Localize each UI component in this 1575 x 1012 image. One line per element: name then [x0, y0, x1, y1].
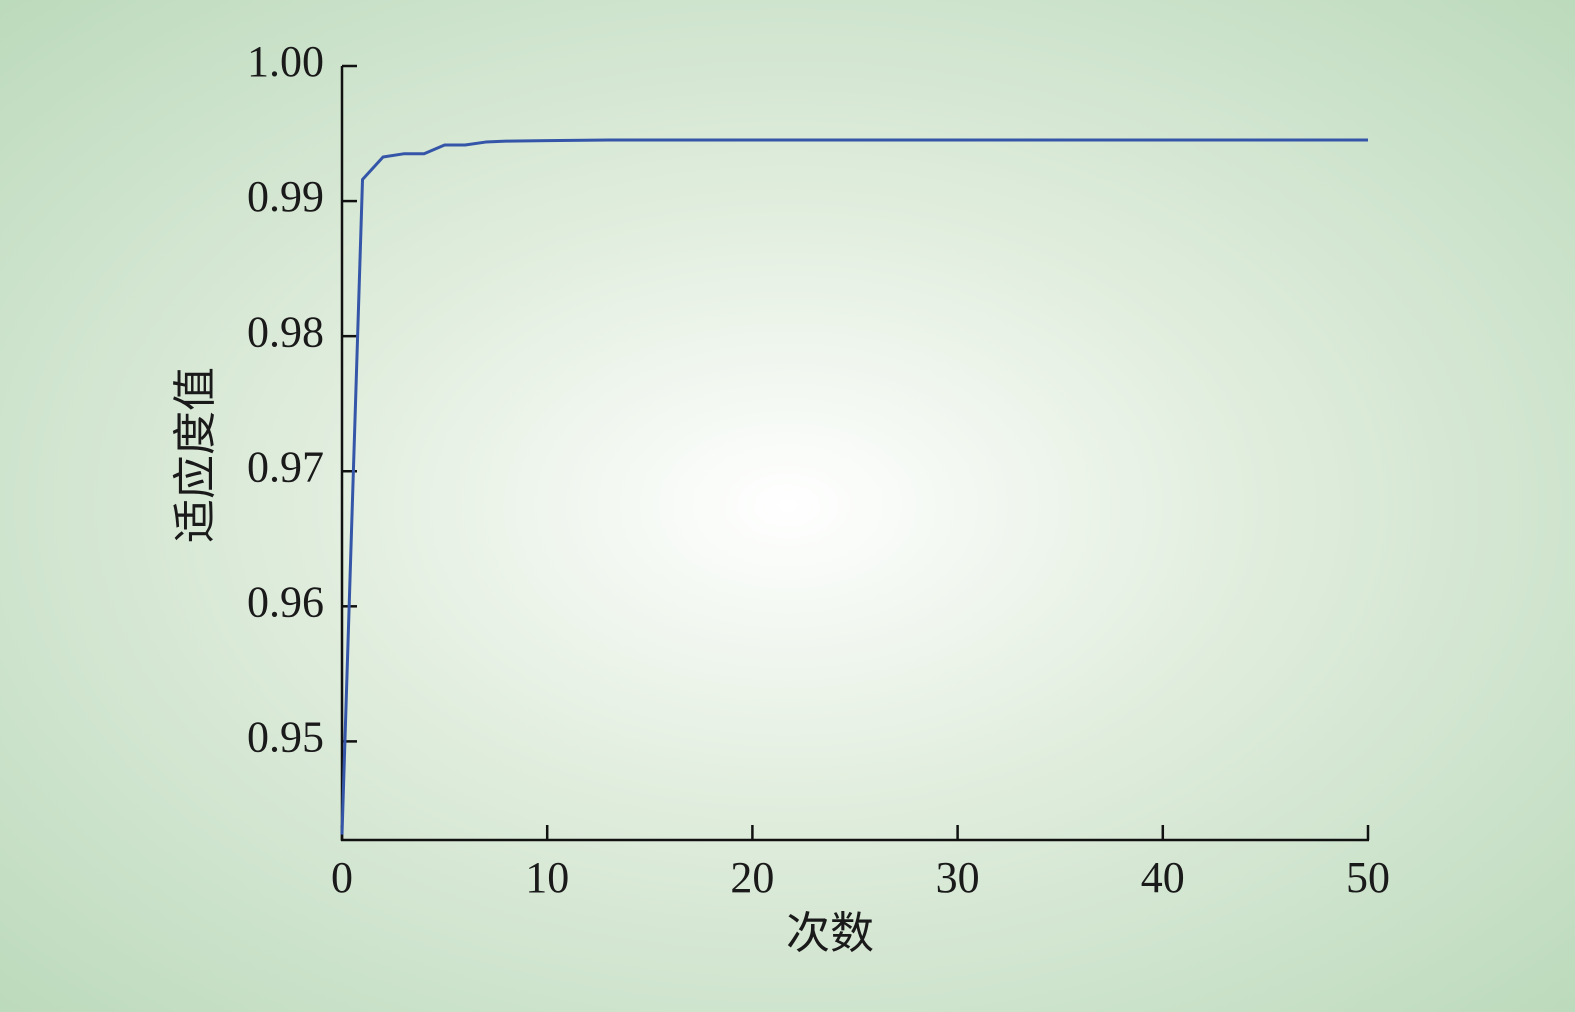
y-tick-label: 0.97 [247, 442, 324, 491]
y-tick-label: 0.96 [247, 577, 324, 626]
data-line [340, 138, 1368, 835]
y-tick-label: 0.95 [247, 712, 324, 761]
x-tick-label: 10 [525, 853, 569, 902]
x-tick-label: 30 [936, 853, 980, 902]
y-tick-label: 0.98 [247, 307, 324, 356]
y-tick-label: 1.00 [247, 37, 324, 86]
x-axis-label: 次数 [786, 909, 874, 958]
x-tick-label: 50 [1346, 853, 1390, 902]
x-tick-label: 40 [1141, 853, 1185, 902]
y-tick-label: 0.99 [247, 172, 324, 221]
x-tick-label: 20 [730, 853, 774, 902]
x-tick-label: 0 [331, 853, 353, 902]
y-axis-label: 适应度值 [171, 367, 220, 543]
